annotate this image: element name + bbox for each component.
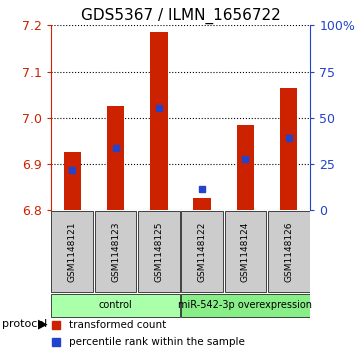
Text: percentile rank within the sample: percentile rank within the sample [69, 337, 245, 347]
Title: GDS5367 / ILMN_1656722: GDS5367 / ILMN_1656722 [81, 8, 280, 24]
Bar [107, 106, 124, 210]
Bar [280, 88, 297, 210]
FancyBboxPatch shape [51, 211, 93, 292]
FancyBboxPatch shape [225, 211, 266, 292]
FancyBboxPatch shape [268, 211, 310, 292]
Text: GSM1148126: GSM1148126 [284, 221, 293, 282]
FancyBboxPatch shape [95, 211, 136, 292]
FancyBboxPatch shape [51, 294, 180, 317]
FancyBboxPatch shape [181, 294, 310, 317]
Text: miR-542-3p overexpression: miR-542-3p overexpression [178, 300, 313, 310]
Bar [150, 32, 168, 210]
Text: GSM1148123: GSM1148123 [111, 221, 120, 282]
Text: protocol: protocol [2, 319, 47, 329]
Text: GSM1148124: GSM1148124 [241, 221, 250, 282]
FancyBboxPatch shape [138, 211, 180, 292]
Text: control: control [99, 300, 132, 310]
FancyBboxPatch shape [181, 211, 223, 292]
Bar [64, 152, 81, 210]
Text: GSM1148125: GSM1148125 [155, 221, 163, 282]
Bar [193, 199, 211, 210]
Text: GSM1148121: GSM1148121 [68, 221, 77, 282]
Text: GSM1148122: GSM1148122 [198, 221, 206, 282]
Text: ▶: ▶ [38, 317, 48, 330]
Text: transformed count: transformed count [69, 320, 166, 330]
Bar [237, 125, 254, 210]
